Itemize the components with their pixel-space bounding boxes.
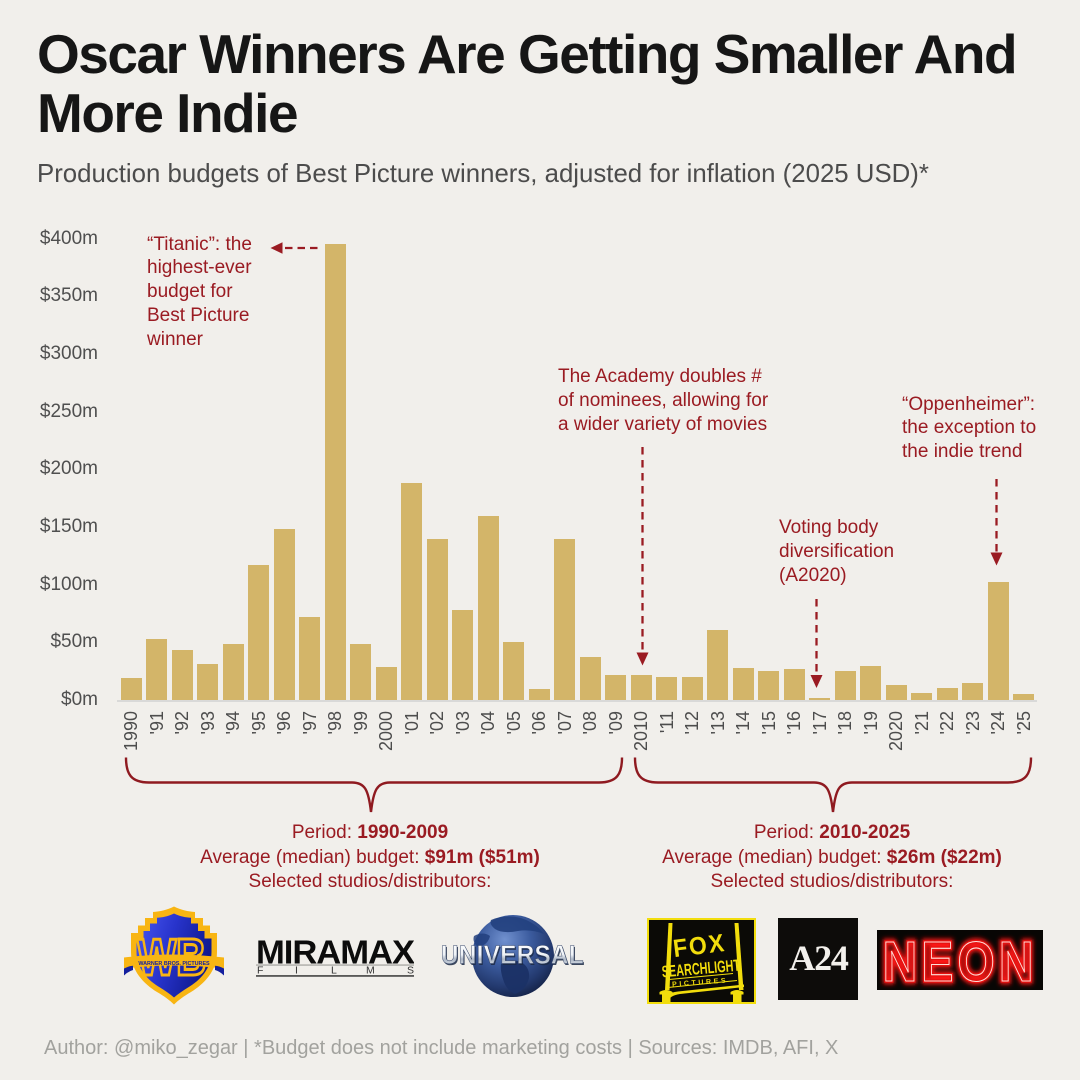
svg-text:F: F [257, 965, 263, 977]
svg-text:NEON: NEON [883, 930, 1038, 990]
svg-text:UNIVERSAL: UNIVERSAL [441, 941, 584, 970]
svg-text:M: M [366, 965, 375, 977]
svg-text:UNIVERSAL: UNIVERSAL [442, 942, 585, 971]
svg-text:WARNER BROS. PICTURES: WARNER BROS. PICTURES [138, 961, 210, 967]
svg-text:FOX: FOX [672, 929, 728, 963]
svg-text:NEON: NEON [883, 930, 1038, 990]
svg-text:S: S [407, 965, 414, 977]
svg-text:L: L [331, 965, 337, 977]
svg-text:PICTURES: PICTURES [672, 978, 729, 989]
svg-text:NEON: NEON [883, 930, 1038, 990]
svg-text:I: I [295, 965, 298, 977]
svg-text:A24: A24 [789, 938, 849, 978]
